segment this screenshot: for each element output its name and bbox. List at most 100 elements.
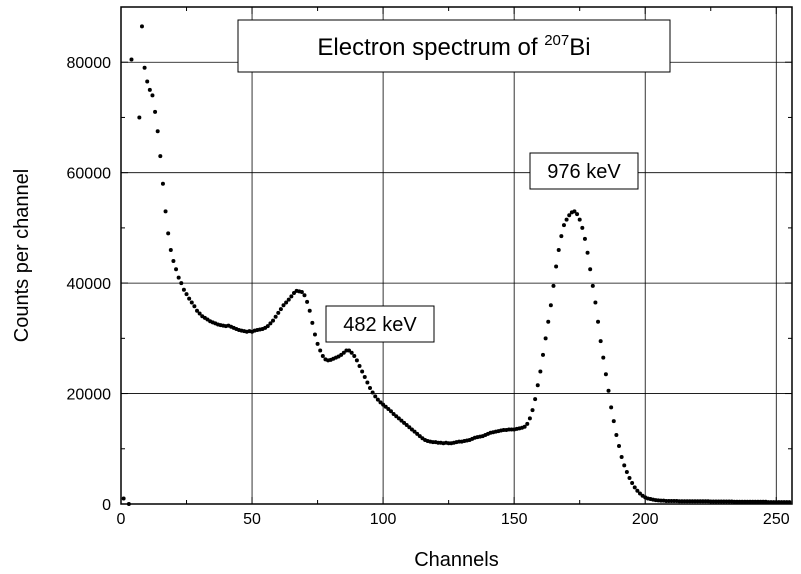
data-point bbox=[561, 223, 566, 228]
data-point bbox=[197, 311, 202, 316]
data-point bbox=[171, 259, 176, 264]
data-point bbox=[147, 87, 152, 92]
data-point bbox=[189, 300, 194, 305]
data-point bbox=[137, 115, 142, 120]
x-tick-label: 200 bbox=[632, 511, 659, 528]
data-point bbox=[354, 358, 359, 363]
data-point bbox=[611, 419, 616, 424]
data-point bbox=[409, 427, 414, 432]
data-point bbox=[347, 348, 352, 353]
data-point bbox=[787, 500, 792, 505]
axis-ticks bbox=[120, 6, 792, 505]
data-point bbox=[614, 432, 619, 437]
data-point bbox=[601, 355, 606, 360]
chart-title-symbol: Bi bbox=[569, 34, 590, 61]
data-point bbox=[192, 304, 197, 309]
data-point bbox=[315, 341, 320, 346]
data-point bbox=[158, 154, 163, 159]
data-point bbox=[362, 374, 367, 379]
data-point bbox=[540, 352, 545, 357]
data-point bbox=[378, 400, 383, 405]
data-point bbox=[163, 209, 168, 214]
data-point bbox=[396, 416, 401, 421]
y-tick-label: 60000 bbox=[67, 166, 112, 183]
data-point bbox=[265, 324, 270, 329]
tick-labels: 0 50 100 150 200 250 0 20000 40000 60000 80000 bbox=[67, 55, 790, 528]
data-point bbox=[530, 408, 535, 413]
data-point bbox=[365, 380, 370, 385]
data-point bbox=[630, 481, 635, 486]
annotation-482-kev: 482 keV bbox=[325, 305, 435, 343]
data-point bbox=[176, 275, 181, 280]
data-point bbox=[349, 350, 354, 355]
data-point bbox=[538, 369, 543, 374]
data-point bbox=[341, 350, 346, 355]
data-point bbox=[391, 411, 396, 416]
chart-title-mass: 207 bbox=[544, 32, 569, 49]
data-point bbox=[619, 455, 624, 460]
x-tick-label: 50 bbox=[243, 511, 261, 528]
data-point bbox=[179, 281, 184, 286]
data-point bbox=[195, 308, 200, 313]
x-tick-label: 150 bbox=[501, 511, 528, 528]
data-point bbox=[603, 372, 608, 377]
y-tick-label: 40000 bbox=[67, 276, 112, 293]
y-tick-label: 20000 bbox=[67, 387, 112, 404]
data-point bbox=[129, 57, 134, 62]
data-point bbox=[160, 181, 165, 186]
data-point bbox=[415, 431, 420, 436]
data-point bbox=[593, 300, 598, 305]
data-point bbox=[404, 423, 409, 428]
data-point bbox=[637, 491, 642, 496]
data-point bbox=[368, 386, 373, 391]
data-point bbox=[543, 336, 548, 341]
data-point bbox=[564, 217, 569, 222]
data-point bbox=[150, 93, 155, 98]
data-point bbox=[632, 485, 637, 490]
data-point bbox=[145, 79, 150, 84]
data-point bbox=[585, 250, 590, 255]
data-point bbox=[522, 424, 527, 429]
data-point bbox=[271, 318, 276, 323]
data-point bbox=[556, 247, 561, 252]
data-point bbox=[320, 354, 325, 359]
data-point bbox=[373, 394, 378, 399]
annotation-976-kev: 976 keV bbox=[529, 152, 639, 190]
data-point bbox=[289, 294, 294, 299]
data-point bbox=[559, 234, 564, 239]
data-point bbox=[412, 429, 417, 434]
data-point bbox=[281, 303, 286, 308]
chart-title-box: Electron spectrum of 207Bi bbox=[237, 19, 671, 73]
title-box-frame bbox=[237, 19, 671, 73]
data-point bbox=[551, 283, 556, 288]
data-point bbox=[596, 319, 601, 324]
data-point bbox=[375, 397, 380, 402]
x-axis-title: Channels bbox=[414, 549, 499, 571]
data-point bbox=[339, 352, 344, 357]
data-point bbox=[617, 444, 622, 449]
y-tick-label: 80000 bbox=[67, 55, 112, 72]
data-point bbox=[606, 388, 611, 393]
data-point bbox=[399, 418, 404, 423]
y-axis-title: Counts per channel bbox=[11, 169, 33, 342]
data-point bbox=[299, 289, 304, 294]
data-point bbox=[357, 363, 362, 368]
data-point bbox=[407, 425, 412, 430]
data-point bbox=[155, 129, 160, 134]
data-point bbox=[580, 225, 585, 230]
data-point bbox=[548, 303, 553, 308]
data-point bbox=[121, 496, 126, 501]
data-point bbox=[302, 293, 307, 298]
data-point bbox=[554, 264, 559, 269]
data-point bbox=[307, 308, 312, 313]
data-point bbox=[535, 383, 540, 388]
data-point bbox=[360, 369, 365, 374]
data-point bbox=[624, 469, 629, 474]
data-point bbox=[598, 339, 603, 344]
data-point bbox=[627, 476, 632, 481]
annotation-text: 482 keV bbox=[343, 314, 417, 336]
data-point bbox=[417, 434, 422, 439]
data-point bbox=[168, 247, 173, 252]
data-point bbox=[567, 213, 572, 218]
data-point bbox=[181, 287, 186, 292]
